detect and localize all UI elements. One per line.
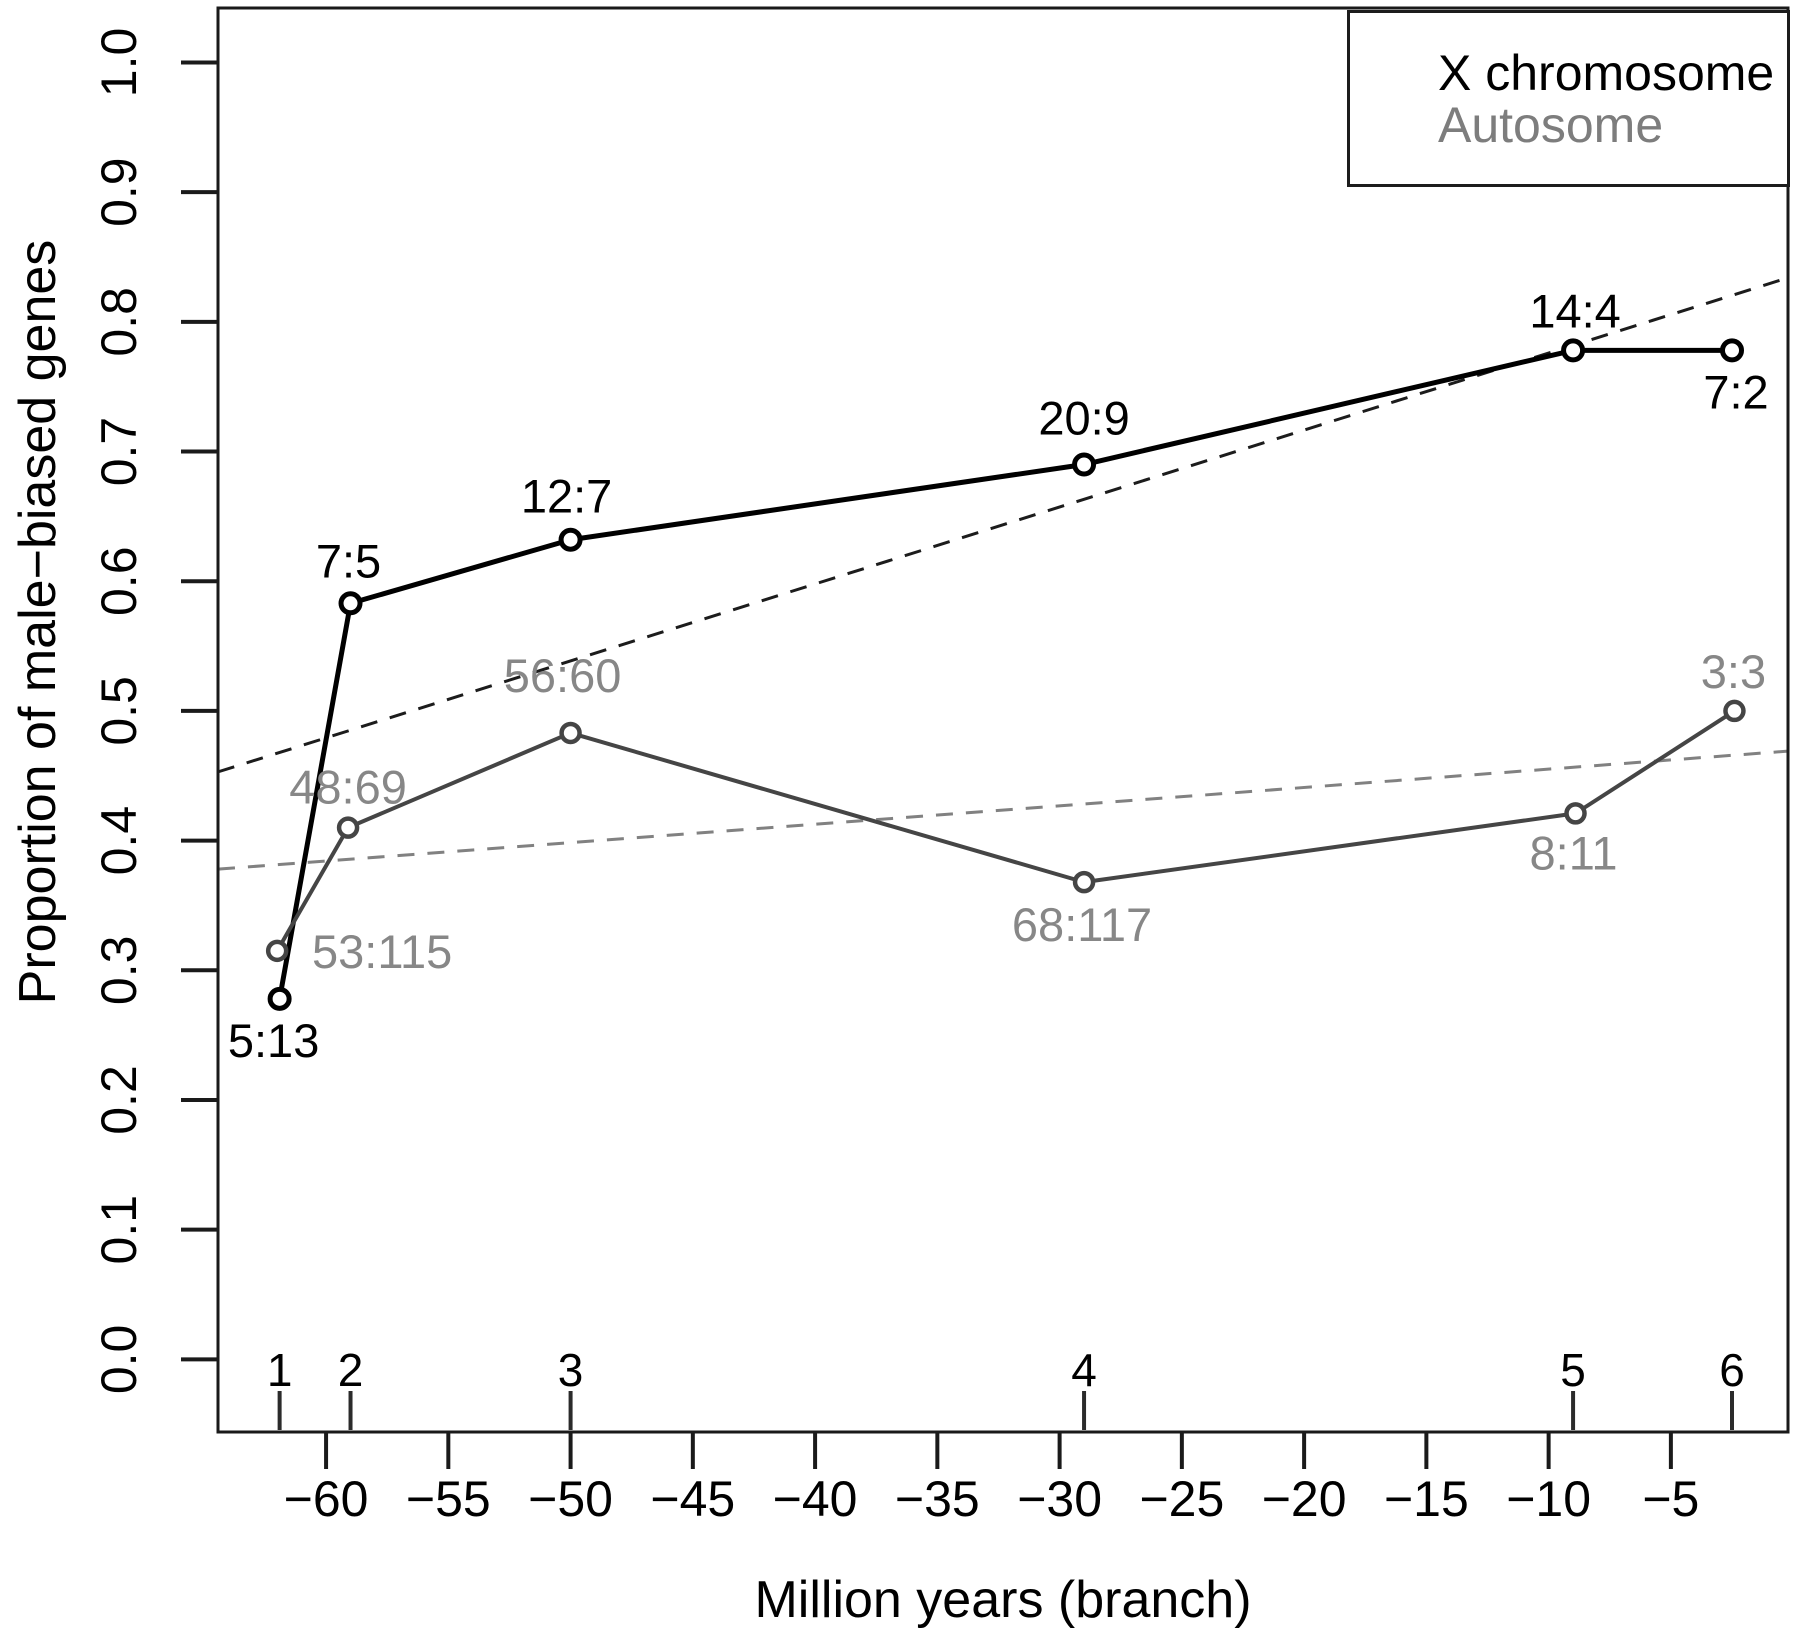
y-tick-label-0.3: 0.3 — [91, 936, 147, 1006]
y-tick-label-0.9: 0.9 — [91, 157, 147, 227]
x-tick-label--45: −45 — [650, 1471, 735, 1527]
data-point-autosome-branch-5 — [1564, 802, 1587, 825]
y-tick-label-0.4: 0.4 — [91, 806, 147, 876]
point-label-53-115: 53:115 — [312, 925, 452, 978]
point-label-5-13: 5:13 — [228, 1014, 319, 1067]
trend-line-x-chromosome — [217, 276, 1789, 774]
branch-label-1: 1 — [267, 1344, 293, 1396]
point-label-7-5: 7:5 — [316, 534, 381, 587]
x-tick-label--40: −40 — [773, 1471, 858, 1527]
y-tick-label-0.2: 0.2 — [91, 1065, 147, 1135]
point-label-3-3: 3:3 — [1701, 645, 1766, 698]
x-tick-label--10: −10 — [1506, 1471, 1591, 1527]
legend-box: X chromosome Autosome — [1347, 10, 1790, 187]
point-label-20-9: 20:9 — [1038, 392, 1129, 445]
data-point-autosome-branch-2 — [336, 816, 360, 839]
branch-label-2: 2 — [338, 1344, 364, 1396]
branch-label-4: 4 — [1071, 1344, 1097, 1396]
x-tick-label--25: −25 — [1139, 1471, 1224, 1527]
x-axis-title: Million years (branch) — [754, 1571, 1252, 1629]
legend-entry-autosome: Autosome — [1438, 96, 1664, 153]
x-tick-label--35: −35 — [895, 1471, 980, 1527]
data-point-x-chromosome-branch-6 — [1720, 338, 1745, 363]
data-point-autosome-branch-6 — [1723, 699, 1746, 723]
data-point-autosome-branch-3 — [559, 721, 582, 745]
y-tick-label-0.5: 0.5 — [91, 676, 147, 746]
x-tick-label--55: −55 — [406, 1471, 491, 1527]
branch-label-6: 6 — [1719, 1344, 1745, 1396]
plot-border — [216, 6, 1790, 1434]
y-tick-label-0.7: 0.7 — [91, 417, 147, 487]
data-point-x-chromosome-branch-3 — [558, 527, 583, 552]
x-tick-label--5: −5 — [1642, 1471, 1699, 1527]
y-tick-label-1.0: 1.0 — [91, 28, 147, 98]
x-tick-label--20: −20 — [1262, 1471, 1347, 1527]
point-label-7-2: 7:2 — [1703, 365, 1768, 418]
branch-label-5: 5 — [1560, 1344, 1586, 1396]
data-point-x-chromosome-branch-1 — [267, 986, 292, 1011]
x-tick-label--50: −50 — [528, 1471, 613, 1527]
data-point-autosome-branch-1 — [265, 939, 289, 963]
point-label-14-4: 14:4 — [1529, 284, 1620, 337]
x-tick-label--60: −60 — [284, 1471, 369, 1527]
x-tick-label--15: −15 — [1384, 1471, 1469, 1527]
x-tick-label--30: −30 — [1017, 1471, 1102, 1527]
y-tick-label-0.1: 0.1 — [91, 1195, 147, 1265]
trend-line-autosome — [217, 749, 1789, 871]
data-point-x-chromosome-branch-2 — [338, 591, 363, 616]
y-axis-title: Proportion of male−biased genes — [9, 239, 67, 1005]
data-point-x-chromosome-branch-5 — [1561, 338, 1586, 363]
data-point-autosome-branch-4 — [1072, 870, 1096, 894]
point-label-48-69: 48:69 — [289, 761, 407, 814]
legend-entry-x-chromosome: X chromosome — [1438, 44, 1775, 101]
series-line-autosome — [275, 709, 1736, 952]
series-line-x-chromosome — [277, 347, 1733, 1000]
point-label-56-60: 56:60 — [504, 649, 622, 702]
point-label-12-7: 12:7 — [521, 470, 612, 523]
point-label-8-11: 8:11 — [1530, 826, 1618, 879]
y-tick-label-0.0: 0.0 — [91, 1325, 147, 1395]
y-tick-label-0.8: 0.8 — [91, 287, 147, 357]
y-tick-label-0.6: 0.6 — [91, 546, 147, 616]
branch-label-3: 3 — [558, 1344, 584, 1396]
data-point-x-chromosome-branch-4 — [1072, 452, 1097, 477]
point-label-68-117: 68:117 — [1012, 898, 1152, 951]
